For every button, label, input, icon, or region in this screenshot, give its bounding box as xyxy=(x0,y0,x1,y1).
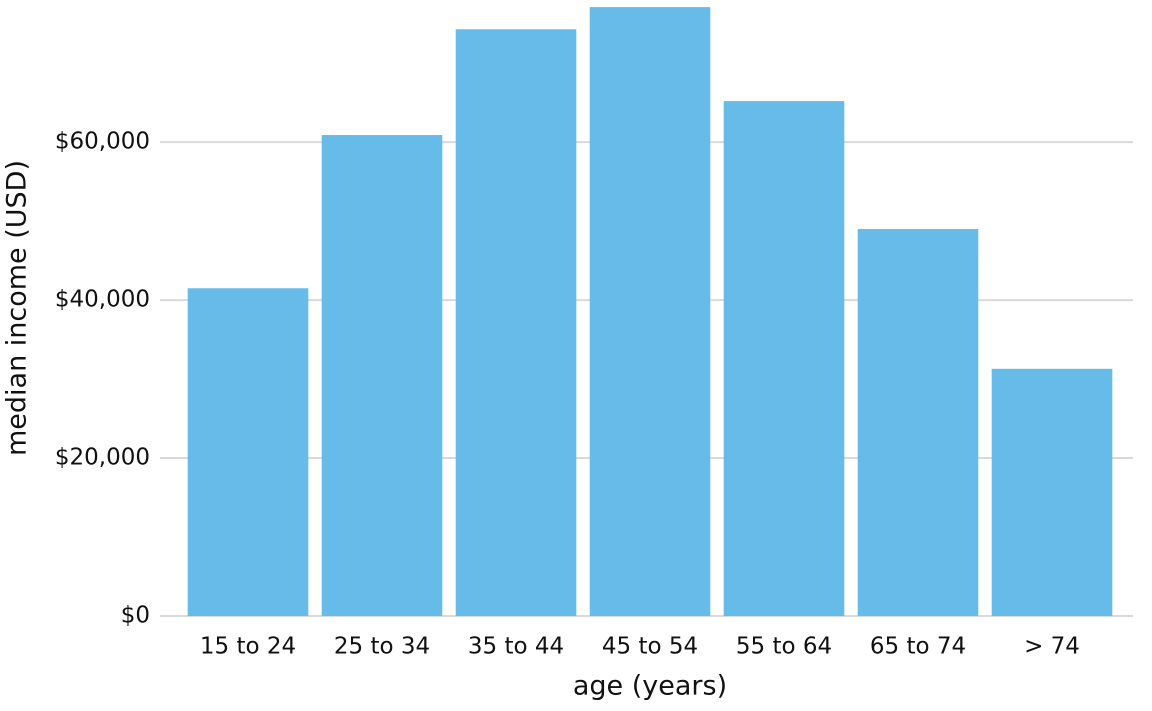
bar xyxy=(723,101,845,617)
x-tick-label: 65 to 74 xyxy=(870,634,966,660)
bar xyxy=(991,368,1113,616)
x-axis-title: age (years) xyxy=(573,671,727,702)
y-tick-label: $0 xyxy=(121,603,150,629)
x-tick-label: 25 to 34 xyxy=(334,634,430,660)
bar xyxy=(589,7,711,617)
x-tick-label: > 74 xyxy=(1024,634,1080,660)
bar xyxy=(455,29,577,616)
x-tick-label: 35 to 44 xyxy=(468,634,564,660)
bar xyxy=(321,135,443,617)
y-axis-title: median income (USD) xyxy=(2,160,33,456)
x-tick-label: 15 to 24 xyxy=(200,634,296,660)
x-tick-label: 55 to 64 xyxy=(736,634,832,660)
bar xyxy=(187,288,309,616)
bar xyxy=(857,229,979,616)
y-tick-label: $40,000 xyxy=(55,287,150,313)
y-tick-label: $20,000 xyxy=(55,445,150,471)
x-tick-label: 45 to 54 xyxy=(602,634,698,660)
y-tick-label: $60,000 xyxy=(55,129,150,155)
